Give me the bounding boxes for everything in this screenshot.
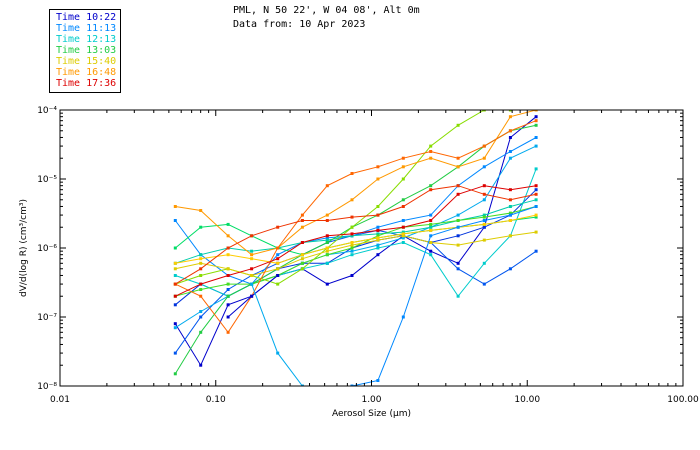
series-line bbox=[250, 282, 304, 386]
series-line bbox=[226, 274, 280, 319]
x-axis-label: Aerosol Size (µm) bbox=[332, 409, 411, 419]
data-point bbox=[350, 384, 354, 386]
station-info: PML, N 50 22', W 04 08', Alt 0m bbox=[233, 5, 420, 16]
series-path bbox=[175, 120, 537, 334]
plot-frame bbox=[59, 109, 684, 387]
series-line bbox=[350, 205, 538, 386]
series-line bbox=[173, 123, 538, 376]
series-path bbox=[174, 116, 537, 367]
y-tick-label: 10⁻⁶ bbox=[37, 244, 57, 254]
legend-item: Time 12:13 bbox=[56, 34, 117, 45]
y-tick-label: 10⁻⁸ bbox=[37, 382, 57, 392]
data-point bbox=[508, 110, 512, 112]
data-point bbox=[482, 110, 486, 112]
series-path bbox=[175, 199, 537, 264]
legend-item: Time 15:40 bbox=[56, 56, 117, 67]
x-tick-label: 1.00 bbox=[361, 395, 381, 405]
legend-item: Time 13:03 bbox=[56, 45, 117, 56]
series-line bbox=[173, 213, 538, 265]
series-line bbox=[173, 230, 538, 277]
series-path bbox=[174, 137, 537, 285]
legend-item: Time 11:13 bbox=[56, 23, 117, 34]
x-tick-label: 0.01 bbox=[50, 395, 70, 405]
x-tick-label: 10.00 bbox=[514, 395, 540, 405]
series-path bbox=[175, 214, 537, 264]
x-tick-label: 100.00 bbox=[667, 395, 699, 405]
y-axis-label: dV/d(log R) (cm³/cm³) bbox=[19, 199, 29, 297]
series-path bbox=[174, 124, 537, 375]
series-line bbox=[173, 184, 538, 298]
y-tick-label: 10⁻⁴ bbox=[37, 106, 57, 116]
series-path bbox=[175, 231, 537, 277]
series-path bbox=[175, 110, 537, 256]
series-path bbox=[175, 168, 537, 298]
chart-series bbox=[173, 110, 538, 386]
legend-item: Time 10:22 bbox=[56, 12, 117, 23]
legend: Time 10:22 Time 11:13 Time 12:13 Time 13… bbox=[49, 9, 121, 93]
series-path bbox=[175, 185, 537, 285]
series-path bbox=[175, 185, 537, 297]
x-tick-label: 0.10 bbox=[206, 395, 226, 405]
y-tick-label: 10⁻⁵ bbox=[37, 175, 57, 185]
y-tick-label: 10⁻⁷ bbox=[37, 313, 57, 323]
series-line bbox=[173, 110, 538, 257]
axis-ticks: 0.01 0.10 1.00 10.00 100.00 10⁻⁸ 10⁻⁷ 10⁻⁶ 10⁻⁵ 1… bbox=[37, 106, 699, 405]
series-path bbox=[175, 206, 537, 297]
legend-item: Time 16:48 bbox=[56, 67, 117, 78]
series-path bbox=[227, 275, 279, 318]
legend-item: Time 17:36 bbox=[56, 78, 117, 89]
data-point bbox=[534, 110, 538, 112]
series-path bbox=[351, 206, 537, 386]
series-path bbox=[251, 283, 303, 386]
series-line bbox=[173, 184, 538, 286]
data-date: Data from: 10 Apr 2023 bbox=[233, 19, 366, 30]
